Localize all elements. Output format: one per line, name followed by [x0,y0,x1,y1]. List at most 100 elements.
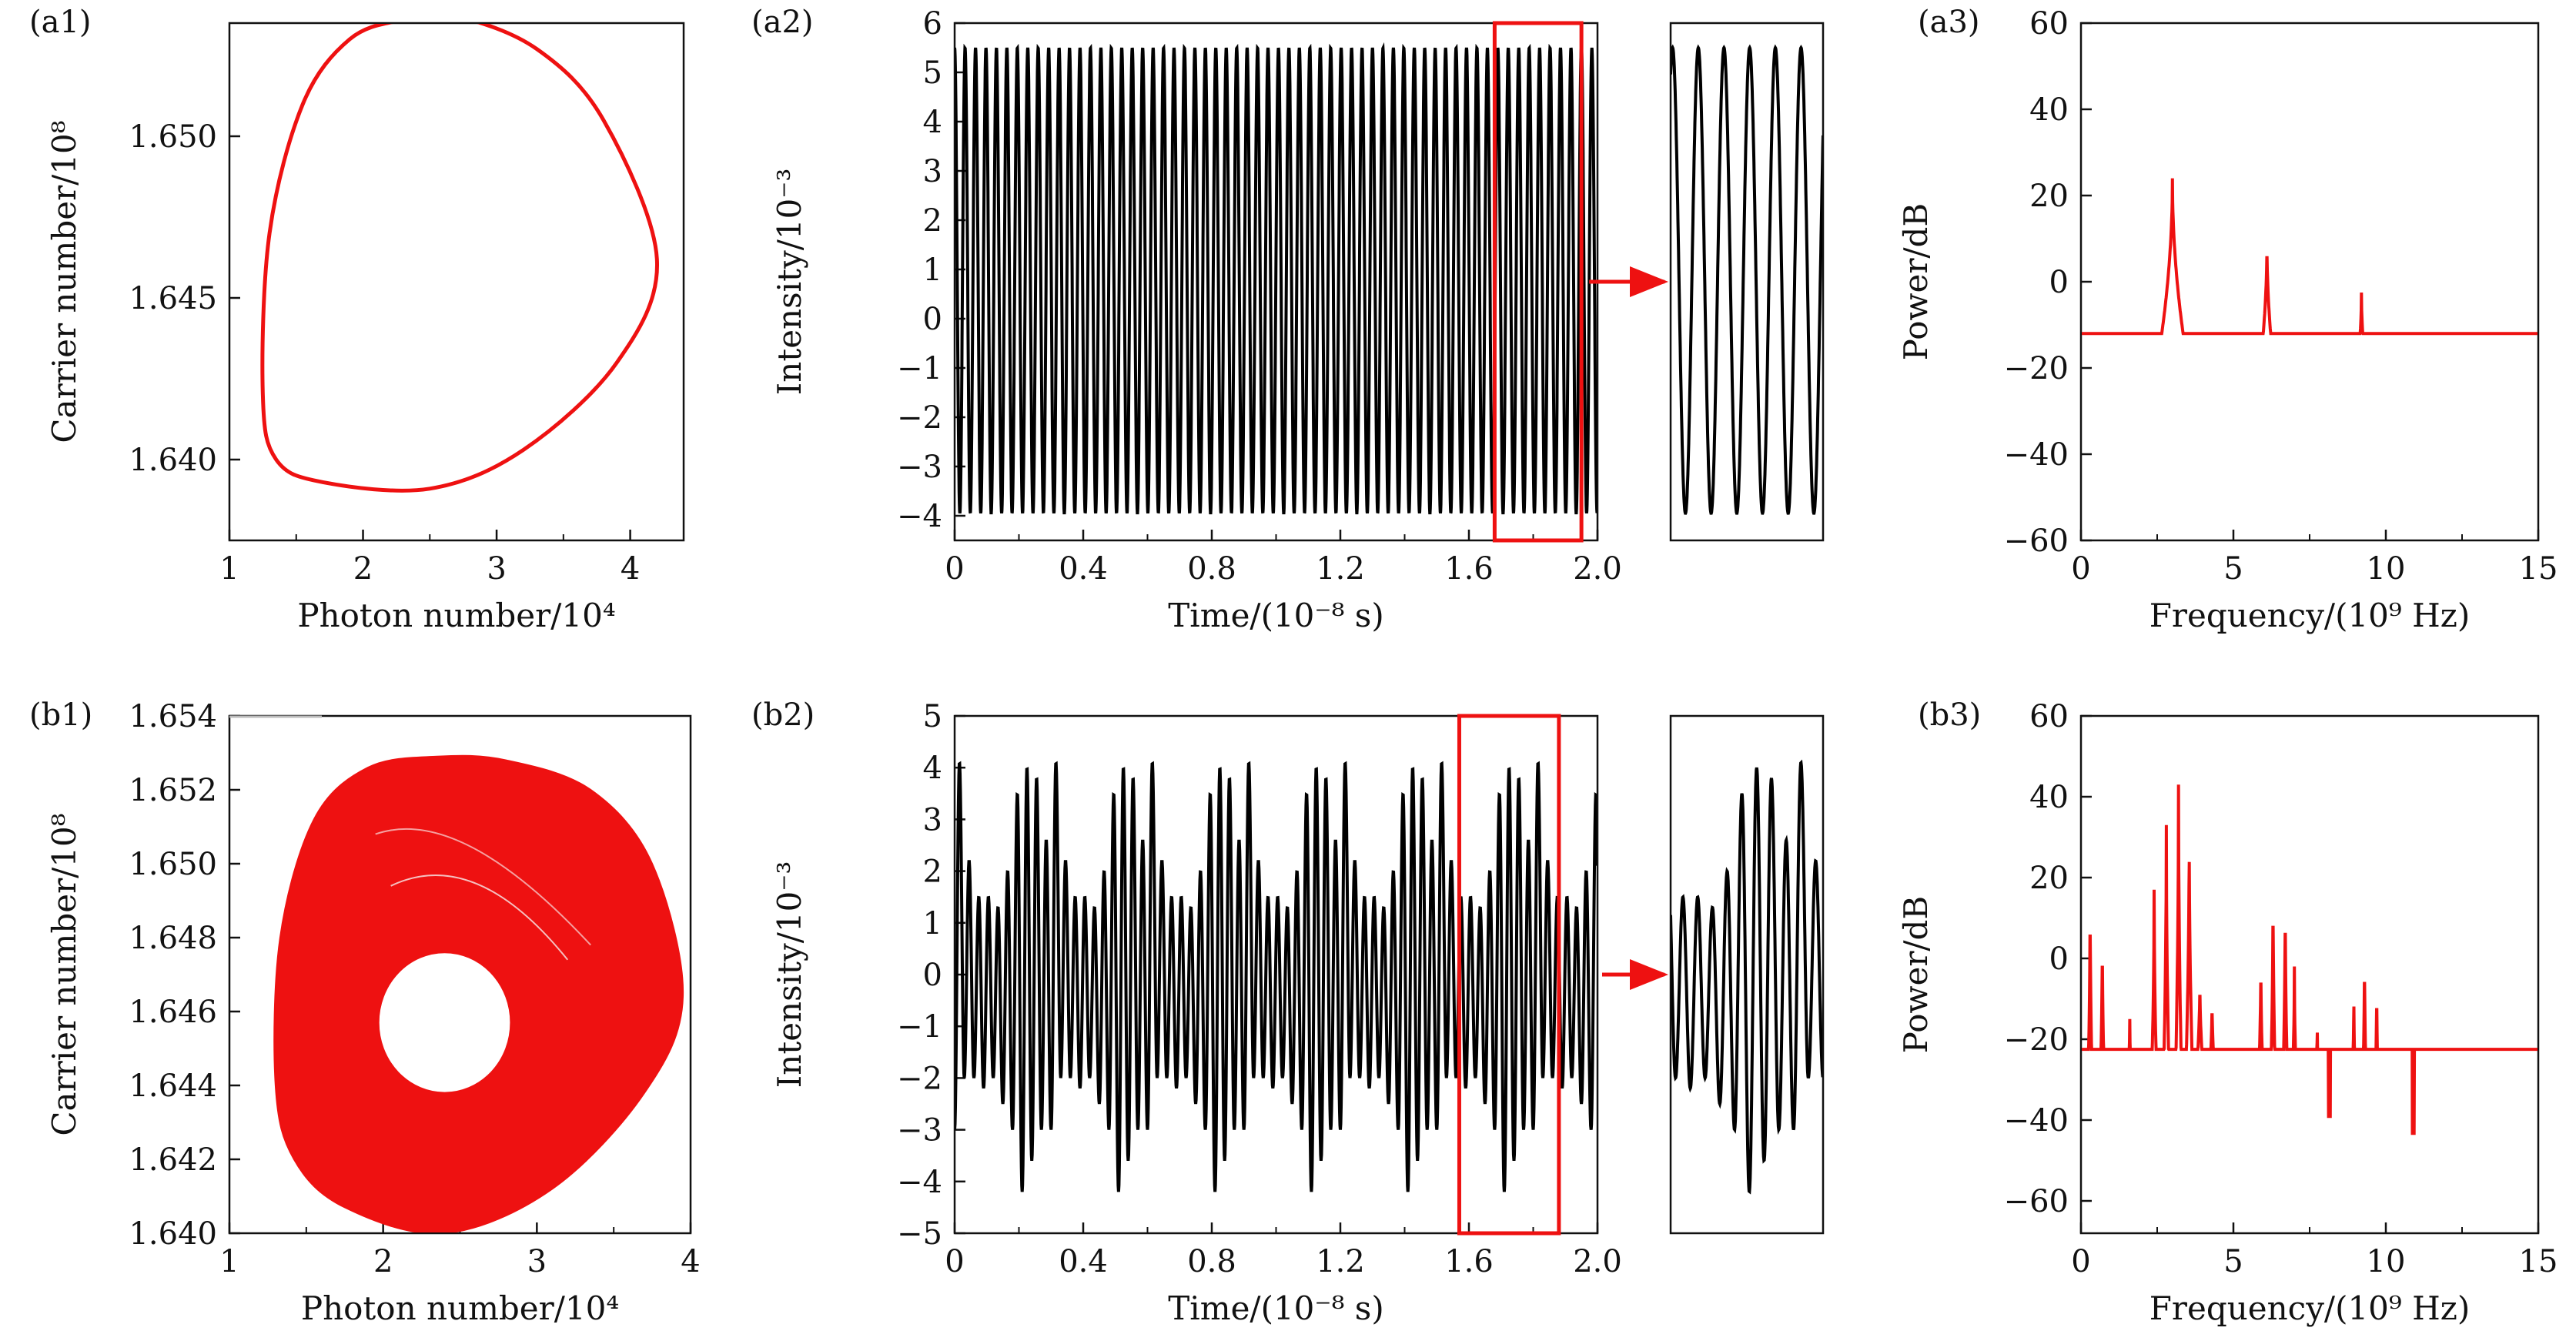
y-tick-label: −40 [2004,1103,2069,1139]
y-tick-label: 1 [923,906,942,941]
x-tick-label: 0 [2071,551,2090,587]
y-tick-label: −1 [897,351,942,386]
x-tick-label: 2 [373,1244,393,1279]
series-spectrum [2082,784,2538,1135]
x-axis-label: Frequency/(10⁹ Hz) [2149,1289,2470,1327]
y-tick-label: −1 [897,1009,942,1045]
y-tick-label: 1.644 [129,1068,217,1104]
y-tick-label: 6 [923,6,942,42]
x-tick-label: 1.2 [1316,1244,1365,1279]
y-tick-label: 0 [2049,265,2069,300]
y-tick-label: 1.650 [129,847,217,882]
panel-a1: (a1) 1 2 3 4 1.640 1.645 1.650 Photon number/10⁴… [29,5,685,634]
y-tick-label: 1.648 [129,921,217,956]
x-axis-label: Photon number/10⁴ [301,1289,619,1327]
y-tick-label: 40 [2029,92,2069,128]
y-tick-label: 1.654 [129,699,217,734]
x-axis-label: Frequency/(10⁹ Hz) [2149,597,2470,634]
y-tick-label: 1.646 [129,995,217,1030]
x-tick-label: 1 [219,551,239,587]
panel-b3: (b3) 0 5 10 15 −60 −40 −20 0 20 40 60 Frequency/(10⁹… [1897,697,2558,1327]
attractor-arc [390,874,569,961]
zoom-frame [1669,714,1825,1235]
x-tick-label: 10 [2367,1244,2406,1279]
x-tick-label: 5 [2223,551,2243,587]
y-axis-label: Intensity/10⁻³ [771,169,808,396]
attractor-arc [375,828,591,946]
x-tick-label: 10 [2367,551,2406,587]
y-tick-label: 60 [2029,699,2069,734]
x-tick-label: 2 [353,551,373,587]
x-tick-label: 15 [2519,551,2558,587]
y-tick-label: 3 [923,802,942,838]
plot-area [955,761,1597,1192]
y-tick-label: 20 [2029,861,2069,896]
y-axis-label: Carrier number/10⁸ [45,120,83,443]
panel-label: (a2) [751,5,814,40]
y-tick-label: 3 [923,154,942,189]
panel-label: (b3) [1918,697,1981,733]
x-tick-label: 0.4 [1059,1244,1108,1279]
y-tick-label: 0 [923,302,942,337]
y-tick-label: −3 [897,450,942,485]
y-tick-label: −20 [2004,351,2069,386]
x-tick-label: 3 [487,551,506,587]
x-tick-label: 4 [681,1244,700,1279]
y-tick-label: 2 [923,203,942,239]
y-tick-label: 4 [923,751,942,786]
x-tick-label: 2.0 [1573,1244,1622,1279]
x-tick-label: 4 [621,551,640,587]
plot-area [2082,784,2538,1135]
panel-a2: (a2) 0 0.4 0.8 1.2 1.6 2.0 −4 −3 −2 −1 0 1 2 3 4 5 6 Time/… [751,5,1825,634]
y-tick-label: −2 [897,1061,942,1096]
plot-frame [2079,714,2540,1235]
panel-label: (b1) [29,697,92,733]
x-tick-label: 2.0 [1573,551,1622,587]
y-tick-label: 20 [2029,179,2069,214]
x-tick-label: 1 [219,1244,239,1279]
x-axis-label: Photon number/10⁴ [297,597,615,634]
y-tick-label: 5 [923,699,942,734]
series-spectrum [2082,178,2538,336]
y-tick-label: −4 [897,499,942,534]
y-tick-label: −40 [2004,437,2069,473]
y-axis-label: Intensity/10⁻³ [771,861,808,1089]
y-tick-label: −60 [2004,523,2069,559]
y-tick-label: 1.640 [129,1216,217,1252]
y-tick-label: 0 [2049,941,2069,977]
y-tick-label: 60 [2029,6,2069,42]
x-tick-label: 1.6 [1444,1244,1494,1279]
y-axis-label: Power/dB [1897,203,1935,361]
x-tick-label: 0 [2071,1244,2090,1279]
x-tick-label: 3 [527,1244,547,1279]
zoom-window [1492,21,1584,543]
plot-area [955,42,1597,515]
y-tick-label: 0 [923,958,942,993]
y-tick-label: 1.640 [129,443,217,478]
plot-area [2082,178,2538,336]
y-axis-label: Carrier number/10⁸ [45,813,83,1135]
x-tick-label: 0.8 [1187,1244,1236,1279]
plot-area [260,24,659,493]
x-tick-label: 1.6 [1444,551,1494,587]
panel-b1: (b1) 1 2 3 4 1.640 1.642 1.644 1.646 1.648 1.650 1.… [29,697,701,1327]
x-tick-label: 15 [2519,1244,2558,1279]
x-tick-label: 5 [2223,1244,2243,1279]
panel-b2: (b2) 0 0.4 0.8 1.2 1.6 2.0 −5 −4 −3 −2 −1 0 1 2 3 4 5 Time… [751,697,1825,1327]
series-intensity [955,42,1597,515]
y-tick-label: 1.645 [129,281,217,316]
series-attractor [273,754,684,1232]
y-tick-label: 1.642 [129,1142,217,1178]
plot-area [273,754,684,1232]
y-tick-label: −2 [897,400,942,436]
panel-label: (a1) [29,5,92,40]
y-tick-label: 1.650 [129,119,217,155]
y-tick-label: −60 [2004,1184,2069,1219]
y-tick-label: 5 [923,55,942,91]
y-tick-label: 40 [2029,780,2069,815]
panel-a3: (a3) 0 5 10 15 −60 −40 −20 0 20 40 60 Frequency/(10⁹… [1897,5,2558,634]
series-intensity [955,761,1597,1192]
y-tick-label: 2 [923,854,942,890]
x-tick-label: 1.2 [1316,551,1365,587]
y-tick-label: −20 [2004,1022,2069,1058]
